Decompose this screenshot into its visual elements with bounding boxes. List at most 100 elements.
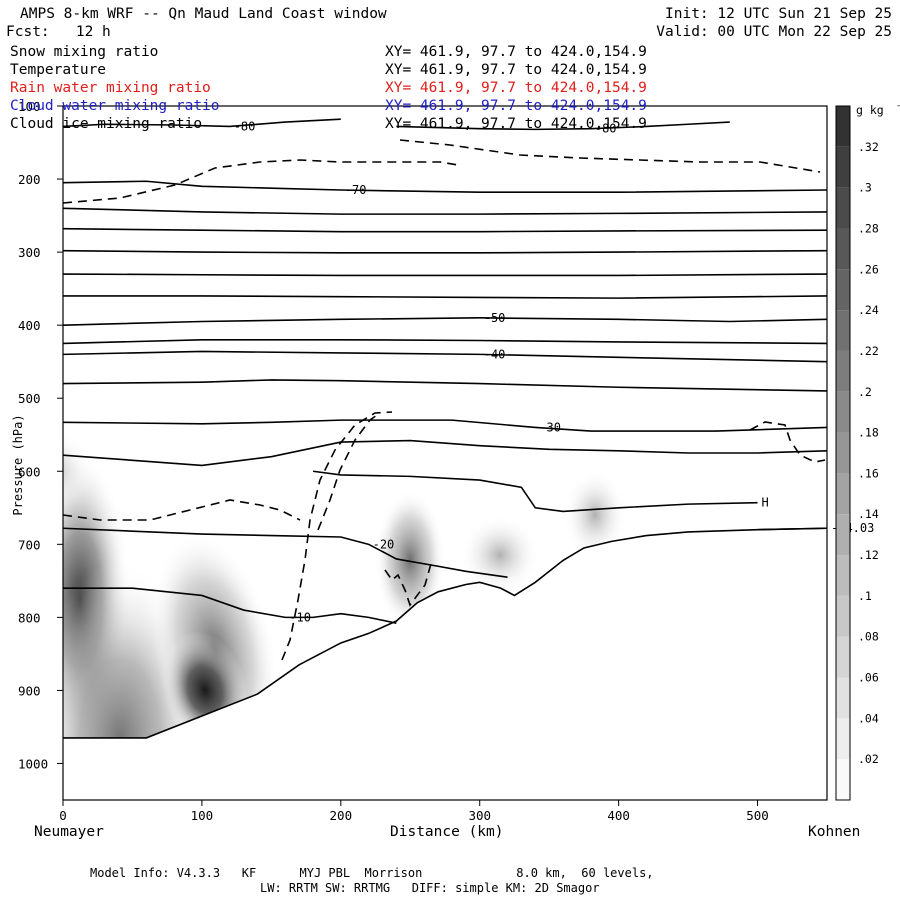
temperature-contour [63, 587, 397, 624]
legend-xy-cloud-water: XY= 461.9, 97.7 to 424.0,154.9 [385, 98, 647, 114]
contour-label: -20 [373, 537, 395, 551]
y-tick-label: 300 [18, 245, 41, 260]
y-tick-label: 500 [18, 391, 41, 406]
colorbar-unit-exponent: -1 [896, 101, 900, 111]
colorbar-swatch [836, 391, 850, 433]
snow-field-center [375, 490, 445, 630]
temperature-contour [63, 317, 827, 326]
colorbar-label: .12 [858, 548, 879, 562]
legend-label-temperature: Temperature [10, 62, 107, 78]
cloud-contour-center [384, 559, 433, 607]
colorbar-label: .06 [858, 671, 879, 685]
temperature-contour [63, 439, 827, 467]
colorbar-swatch [836, 759, 850, 800]
colorbar-label: .3 [858, 181, 872, 195]
contour-label: -70 [345, 183, 367, 197]
cloud-contour-upper [63, 159, 459, 204]
colorbar-swatch [836, 228, 850, 270]
x-tick-label: 500 [746, 808, 769, 823]
x-label-end-station: Kohnen [808, 824, 861, 840]
legend-xy-temperature: XY= 461.9, 97.7 to 424.0,154.9 [385, 62, 647, 78]
init-time: Init: 12 UTC Sun 21 Sep 25 [665, 6, 892, 22]
colorbar-label: .1 [858, 589, 872, 603]
colorbar-label: .14 [858, 507, 879, 521]
y-tick-label: 900 [18, 683, 41, 698]
cloud-contour-mid [63, 499, 301, 521]
temperature-contour [63, 207, 827, 215]
forecast-hour: Fcst: 12 h [6, 24, 111, 40]
temperature-contour [312, 470, 758, 513]
y-tick-label: 800 [18, 610, 41, 625]
temperature-contour [63, 118, 341, 128]
snow-field-far-right [563, 470, 627, 560]
snow-field-right [460, 515, 540, 595]
colorbar-swatch [836, 310, 850, 351]
colorbar-label: .02 [858, 752, 879, 766]
y-tick-label: 600 [18, 464, 41, 479]
colorbar-label: .04 [858, 711, 879, 725]
colorbar-swatch [836, 473, 850, 515]
x-label-start-station: Neumayer [34, 824, 104, 840]
temperature-contour [63, 273, 827, 277]
temperature-contour [63, 295, 827, 299]
x-tick-label: 200 [330, 808, 353, 823]
model-physics: LW: RRTM SW: RRTMG DIFF: simple KM: 2D S… [260, 881, 600, 895]
y-tick-label: 100 [18, 99, 41, 114]
y-axis-title: Pressure (hPa) [11, 414, 25, 516]
colorbar-label: .32 [858, 140, 879, 154]
colorbar-label: .24 [858, 303, 879, 317]
colorbar-swatch [836, 677, 850, 719]
colorbar-swatch [836, 555, 850, 596]
legend-label-rain: Rain water mixing ratio [10, 80, 211, 96]
colorbar-swatch [836, 514, 850, 556]
colorbar-swatch [836, 269, 850, 311]
temperature-contour [63, 350, 827, 363]
colorbar-frame [835, 105, 851, 801]
y-tick-label: 400 [18, 318, 41, 333]
x-tick-label: 300 [468, 808, 491, 823]
legend-label-cloud-ice: Cloud ice mixing ratio [10, 116, 203, 132]
snow-field-upper-left [63, 430, 90, 510]
temperature-contour [63, 227, 827, 233]
y-tick-label: 200 [18, 172, 41, 187]
y-tick-label: 700 [18, 537, 41, 552]
contour-label: -50 [484, 311, 506, 325]
colorbar-swatch [836, 350, 850, 392]
cloud-contour-right [749, 421, 826, 463]
cloud-contours [63, 139, 826, 661]
temperature-contour [757, 527, 827, 531]
snow-shading [63, 430, 827, 800]
contour-label: -10 [289, 610, 311, 624]
legend-xy-rain: XY= 461.9, 97.7 to 424.0,154.9 [385, 80, 647, 96]
colorbar-label: .28 [858, 221, 879, 235]
colorbar-label: .26 [858, 262, 879, 276]
legend-label-cloud-water: Cloud water mixing ratio [10, 98, 220, 114]
colorbar-swatch [836, 718, 850, 760]
legend-xy-snow: XY= 461.9, 97.7 to 424.0,154.9 [385, 44, 647, 60]
colorbar-label: .08 [858, 630, 879, 644]
x-tick-label: 400 [607, 808, 630, 823]
terrain-boundary [63, 527, 827, 739]
contour-label: -30 [539, 420, 561, 434]
legend-xy-cloud-ice: XY= 461.9, 97.7 to 424.0,154.9 [385, 116, 647, 132]
colorbar-swatch [836, 146, 850, 188]
valid-time: Valid: 00 UTC Mon 22 Sep 25 [656, 24, 892, 40]
colorbar-label: .16 [858, 466, 879, 480]
temperature-contour [63, 180, 827, 194]
cloud-contour-column-left [281, 411, 393, 661]
model-info: Model Info: V4.3.3 KF MYJ PBL Morrison 8… [90, 866, 654, 880]
contour-label: -80 [234, 119, 256, 133]
axes: -80 -80-70-50-40-30H-20-24.03-10100200300… [18, 99, 874, 823]
colorbar-swatch [836, 187, 850, 229]
contour-label: -40 [484, 347, 506, 361]
colorbar-swatch [836, 636, 850, 678]
plot-frame [62, 105, 828, 801]
colorbar-swatch [836, 432, 850, 474]
y-tick-label: 1000 [18, 756, 48, 771]
temperature-contour [63, 249, 827, 254]
chart-title: AMPS 8-km WRF -- Qn Maud Land Coast wind… [20, 6, 387, 22]
temperature-contour [63, 379, 827, 392]
colorbar-label: .18 [858, 426, 879, 440]
colorbar-swatch [836, 106, 850, 147]
x-axis-title: Distance (km) [390, 824, 504, 840]
